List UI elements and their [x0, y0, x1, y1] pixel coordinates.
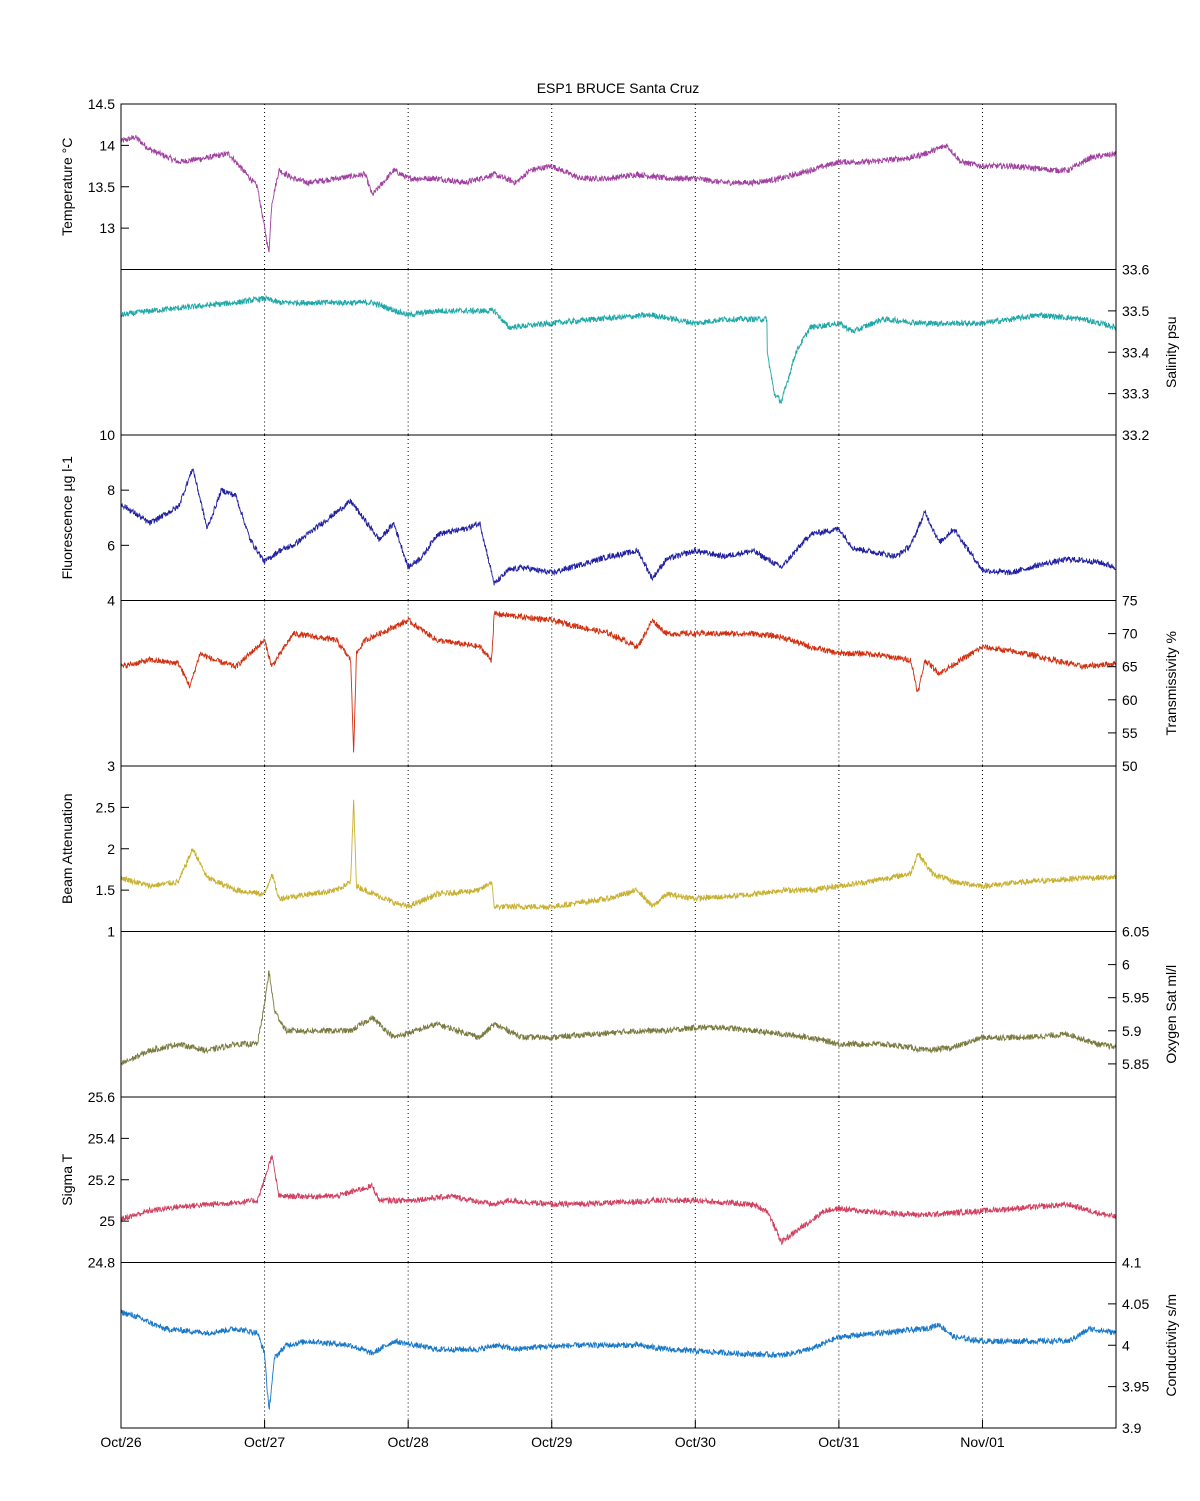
- y-tick-label: 33.4: [1122, 344, 1149, 360]
- series-line: [120, 799, 1117, 911]
- y-tick-label: 24.8: [88, 1255, 115, 1271]
- y-tick-label: 33.2: [1122, 427, 1149, 443]
- y-tick-label: 13.5: [88, 179, 115, 195]
- y-axis-label: Beam Attenuation: [59, 793, 75, 904]
- panel-frame: [120, 269, 1117, 436]
- series-line: [120, 970, 1117, 1066]
- y-tick-label: 25: [99, 1213, 115, 1229]
- panel-frame: [120, 1096, 1117, 1263]
- y-tick-label: 14.5: [88, 96, 115, 112]
- y-tick-label: 8: [107, 482, 115, 498]
- y-axis-label: Oxygen Sat ml/l: [1163, 965, 1179, 1064]
- panel-frame: [120, 103, 1117, 270]
- panel-3: 4 6 8 10 Fluorescence µg l-1: [59, 427, 1117, 609]
- y-tick-label: 33.6: [1122, 262, 1149, 278]
- y-tick-label: 4: [1122, 1337, 1130, 1353]
- y-tick-label: 65: [1122, 659, 1138, 675]
- panel-4: 50 55 60 65 70 75 Transmissivity %: [120, 593, 1179, 774]
- y-tick-label: 25.2: [88, 1172, 115, 1188]
- series-line: [120, 1155, 1117, 1246]
- panel-6: 5.85 5.9 5.95 6 6.05 Oxygen Sat ml/l: [120, 924, 1179, 1098]
- y-tick-label: 2.5: [96, 799, 116, 815]
- y-axis-label: Conductivity s/m: [1163, 1294, 1179, 1397]
- y-tick-label: 1: [107, 924, 115, 940]
- chart-title: ESP1 BRUCE Santa Cruz: [537, 80, 700, 96]
- y-tick-label: 6: [1122, 957, 1130, 973]
- series-line: [120, 1309, 1117, 1411]
- y-tick-label: 10: [99, 427, 115, 443]
- y-tick-label: 4.05: [1122, 1296, 1149, 1312]
- y-tick-label: 5.9: [1122, 1023, 1142, 1039]
- y-tick-label: 2: [107, 841, 115, 857]
- panel-1: 13 13.5 14 14.5 Temperature °C: [59, 96, 1117, 270]
- y-tick-label: 33.3: [1122, 386, 1149, 402]
- y-tick-label: 5.85: [1122, 1056, 1149, 1072]
- panel-2: 33.2 33.3 33.4 33.5 33.6 Salinity psu: [120, 262, 1179, 443]
- panel-5: 1 1.5 2 2.5 3 Beam Attenuation: [59, 758, 1117, 940]
- x-tick-label: Oct/31: [818, 1434, 859, 1450]
- y-axis-label: Transmissivity %: [1163, 631, 1179, 736]
- x-tick-label: Oct/27: [244, 1434, 285, 1450]
- panel-frame: [120, 765, 1117, 932]
- y-tick-label: 55: [1122, 725, 1138, 741]
- y-tick-label: 25.6: [88, 1089, 115, 1105]
- y-tick-label: 5.95: [1122, 990, 1149, 1006]
- x-tick-label: Nov/01: [960, 1434, 1005, 1450]
- y-tick-label: 6: [107, 537, 115, 553]
- y-tick-label: 4.1: [1122, 1255, 1142, 1271]
- y-tick-label: 3: [107, 758, 115, 774]
- y-axis-label: Sigma T: [59, 1153, 75, 1205]
- y-tick-label: 3.95: [1122, 1379, 1149, 1395]
- x-tick-label: Oct/28: [388, 1434, 429, 1450]
- y-tick-label: 3.9: [1122, 1420, 1142, 1436]
- panel-frame: [120, 434, 1117, 601]
- x-tick-label: Oct/29: [531, 1434, 572, 1450]
- panel-frame: [120, 600, 1117, 767]
- y-tick-label: 70: [1122, 626, 1138, 642]
- series-line: [120, 468, 1117, 586]
- panel-8: 3.9 3.95 4 4.05 4.1 Conductivity s/m: [120, 1255, 1179, 1436]
- y-tick-label: 6.05: [1122, 924, 1149, 940]
- y-tick-label: 60: [1122, 692, 1138, 708]
- y-tick-label: 33.5: [1122, 303, 1149, 319]
- series-line: [120, 610, 1117, 753]
- x-tick-label: Oct/26: [100, 1434, 141, 1450]
- y-tick-label: 4: [107, 593, 115, 609]
- y-tick-label: 14: [99, 137, 115, 153]
- x-axis: Oct/26 Oct/27 Oct/28 Oct/29 Oct/30 Oct/31 Nov/…: [100, 1420, 1005, 1450]
- panel-7: 24.8 25 25.2 25.4 25.6 Sigma T: [59, 1089, 1117, 1271]
- y-axis-label: Fluorescence µg l-1: [59, 456, 75, 579]
- y-axis-label: Temperature °C: [59, 138, 75, 236]
- series-line: [120, 294, 1117, 405]
- y-tick-label: 75: [1122, 593, 1138, 609]
- y-tick-label: 13: [99, 220, 115, 236]
- y-tick-label: 50: [1122, 758, 1138, 774]
- y-tick-label: 25.4: [88, 1130, 115, 1146]
- y-tick-label: 1.5: [96, 882, 116, 898]
- x-tick-label: Oct/30: [675, 1434, 716, 1450]
- y-axis-label: Salinity psu: [1163, 316, 1179, 388]
- panel-frame: [120, 931, 1117, 1098]
- series-line: [120, 134, 1117, 253]
